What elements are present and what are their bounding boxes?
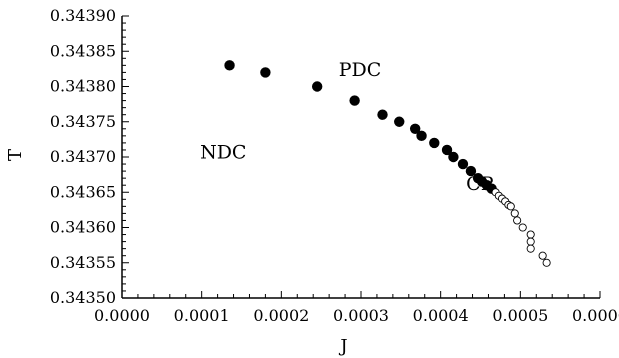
y-tick-label: 0.34370 — [50, 147, 116, 166]
filled-data-point — [457, 158, 469, 170]
y-tick-label: 0.34385 — [50, 41, 116, 60]
open-data-point — [526, 237, 535, 246]
x-tick-label: 0.0000 — [94, 306, 150, 325]
x-tick-label: 0.0004 — [413, 306, 469, 325]
filled-data-point — [260, 67, 271, 78]
y-tick-label: 0.34350 — [50, 288, 116, 307]
data-points — [224, 60, 551, 267]
region-annotations: PDC NDC CP — [200, 59, 494, 195]
region-label-pdc: PDC — [339, 59, 382, 81]
x-axis-label: J — [338, 336, 347, 357]
y-tick-label: 0.34360 — [50, 218, 116, 237]
open-data-point — [542, 258, 551, 267]
open-data-point — [538, 251, 547, 260]
y-tick-label: 0.34380 — [50, 77, 116, 96]
open-data-point — [518, 223, 527, 232]
x-tick-label: 0.0005 — [492, 306, 548, 325]
open-data-point — [510, 209, 519, 218]
filled-data-point — [409, 123, 421, 134]
y-tick-label: 0.34375 — [50, 112, 116, 131]
filled-data-point — [429, 137, 440, 149]
x-tick-label: 0.0002 — [253, 306, 309, 325]
filled-data-point — [224, 60, 235, 71]
y-axis-label: T — [5, 149, 26, 161]
open-data-point — [513, 216, 522, 225]
x-tick-label: 0.0006 — [572, 306, 619, 325]
y-tick-label: 0.34365 — [50, 182, 116, 201]
region-label-cp: CP — [466, 173, 494, 195]
filled-data-point — [416, 130, 427, 142]
filled-data-point — [465, 165, 477, 177]
filled-data-point — [349, 95, 360, 106]
x-tick-label: 0.0003 — [333, 306, 389, 325]
filled-data-point — [441, 144, 453, 156]
filled-data-point — [311, 81, 323, 92]
x-axis-ticks: 0.0000 0.0001 0.0002 0.0003 0.0004 0.0005 0.00… — [94, 291, 619, 325]
filled-data-point — [377, 109, 388, 120]
y-axis-ticks: 0.34350 0.34355 0.34360 0.34365 0.34370 0.343… — [50, 6, 129, 307]
open-data-point — [526, 244, 535, 253]
open-data-point — [506, 202, 515, 211]
y-tick-label: 0.34355 — [50, 253, 116, 272]
filled-data-point — [448, 151, 459, 163]
filled-data-point — [394, 116, 405, 127]
y-tick-label: 0.34390 — [50, 6, 116, 25]
x-tick-label: 0.0001 — [174, 306, 230, 325]
open-data-point — [526, 230, 535, 239]
region-label-ndc: NDC — [200, 141, 246, 163]
